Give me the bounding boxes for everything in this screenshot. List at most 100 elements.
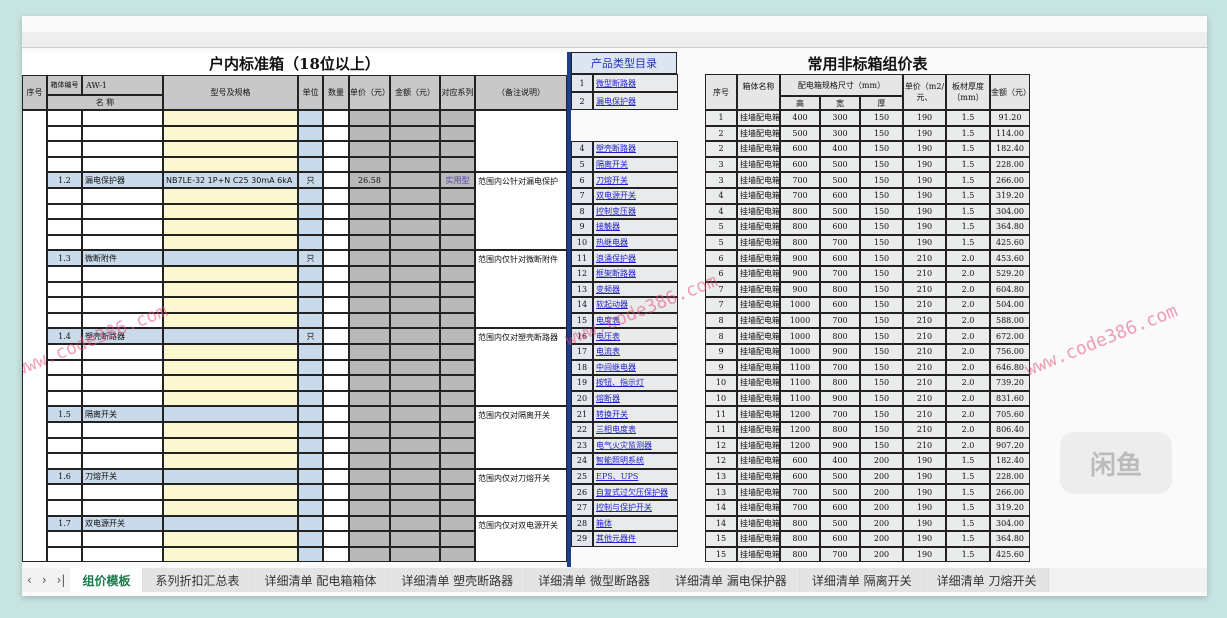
table-cell[interactable] xyxy=(47,531,82,547)
table-cell[interactable] xyxy=(349,484,390,500)
price-cell[interactable]: 1200 xyxy=(780,437,820,454)
table-cell[interactable] xyxy=(47,344,82,360)
section-cell[interactable]: 1.4 xyxy=(47,328,82,344)
catalog-link[interactable]: 微型断路器 xyxy=(593,74,678,92)
price-cell[interactable]: 907.20 xyxy=(990,437,1030,454)
price-cell[interactable]: 400 xyxy=(820,453,860,469)
price-cell[interactable]: 1200 xyxy=(780,406,820,422)
price-cell[interactable]: 800 xyxy=(820,375,860,391)
price-cell[interactable]: 1.5 xyxy=(946,546,990,563)
table-cell[interactable] xyxy=(390,219,440,235)
price-cell[interactable]: 364.80 xyxy=(990,219,1030,235)
table-cell[interactable] xyxy=(390,297,440,313)
sheet-tab[interactable]: 详细清单 配电箱箱体 xyxy=(252,568,390,592)
section-cell[interactable]: 1.2 xyxy=(47,172,82,188)
price-cell[interactable]: 900 xyxy=(820,437,860,454)
table-cell[interactable] xyxy=(82,484,163,500)
table-cell[interactable] xyxy=(298,500,323,516)
table-cell[interactable] xyxy=(390,437,440,454)
section-cell[interactable] xyxy=(163,250,298,266)
price-cell[interactable]: 150 xyxy=(860,297,903,313)
catalog-link[interactable]: 塑壳断路器 xyxy=(593,141,678,157)
section-cell[interactable] xyxy=(163,406,298,422)
price-cell[interactable]: 2.0 xyxy=(946,437,990,454)
price-cell[interactable]: 1.5 xyxy=(946,468,990,485)
section-cell[interactable] xyxy=(390,172,440,188)
section-cell[interactable] xyxy=(163,468,298,485)
price-cell[interactable]: 1200 xyxy=(780,422,820,438)
price-cell[interactable]: 425.60 xyxy=(990,234,1030,251)
section-cell[interactable]: 漏电保护器 xyxy=(82,172,163,188)
table-cell[interactable] xyxy=(349,390,390,407)
table-cell[interactable] xyxy=(390,141,440,157)
table-cell[interactable] xyxy=(298,375,323,391)
table-cell[interactable] xyxy=(47,312,82,329)
price-cell[interactable]: 319.20 xyxy=(990,188,1030,204)
table-cell[interactable] xyxy=(47,203,82,220)
table-cell[interactable] xyxy=(440,156,475,173)
price-cell[interactable]: 5 xyxy=(705,234,737,251)
price-cell[interactable]: 150 xyxy=(860,125,903,142)
box-name-cell[interactable]: 挂墙配电箱 xyxy=(737,406,780,422)
section-cell[interactable] xyxy=(349,250,390,266)
section-cell[interactable]: 实用型 xyxy=(440,172,475,188)
table-cell[interactable] xyxy=(298,437,323,454)
table-cell[interactable] xyxy=(47,281,82,298)
price-cell[interactable]: 9 xyxy=(705,344,737,360)
box-name-cell[interactable]: 挂墙配电箱 xyxy=(737,484,780,500)
box-name-cell[interactable]: 挂墙配电箱 xyxy=(737,422,780,438)
price-cell[interactable]: 266.00 xyxy=(990,172,1030,188)
table-cell[interactable] xyxy=(163,437,298,454)
table-cell[interactable] xyxy=(163,110,298,126)
price-cell[interactable]: 4 xyxy=(705,188,737,204)
box-name-cell[interactable]: 挂墙配电箱 xyxy=(737,125,780,142)
table-cell[interactable] xyxy=(298,297,323,313)
catalog-link[interactable]: 箱体 xyxy=(593,515,678,532)
price-cell[interactable]: 266.00 xyxy=(990,484,1030,500)
price-cell[interactable]: 1.5 xyxy=(946,484,990,500)
table-cell[interactable] xyxy=(323,203,349,220)
section-cell[interactable] xyxy=(298,406,323,422)
table-cell[interactable] xyxy=(47,156,82,173)
table-cell[interactable] xyxy=(390,344,440,360)
table-cell[interactable] xyxy=(298,203,323,220)
table-cell[interactable] xyxy=(298,219,323,235)
table-cell[interactable] xyxy=(323,437,349,454)
table-cell[interactable] xyxy=(349,281,390,298)
table-cell[interactable] xyxy=(82,297,163,313)
price-cell[interactable]: 190 xyxy=(903,188,946,204)
box-name-cell[interactable]: 挂墙配电箱 xyxy=(737,390,780,407)
table-cell[interactable] xyxy=(82,141,163,157)
table-cell[interactable] xyxy=(323,266,349,282)
table-cell[interactable] xyxy=(163,125,298,142)
section-cell[interactable] xyxy=(440,328,475,344)
price-cell[interactable]: 200 xyxy=(860,453,903,469)
table-cell[interactable] xyxy=(298,359,323,376)
table-cell[interactable] xyxy=(440,500,475,516)
price-cell[interactable]: 190 xyxy=(903,546,946,563)
tab-nav-button[interactable]: ‹ xyxy=(27,573,32,587)
table-cell[interactable] xyxy=(82,359,163,376)
price-cell[interactable]: 400 xyxy=(820,141,860,157)
price-cell[interactable]: 1000 xyxy=(780,312,820,329)
price-cell[interactable]: 190 xyxy=(903,453,946,469)
table-cell[interactable] xyxy=(440,188,475,204)
table-cell[interactable] xyxy=(390,281,440,298)
box-name-cell[interactable]: 挂墙配电箱 xyxy=(737,110,780,126)
section-cell[interactable] xyxy=(323,468,349,485)
section-cell[interactable] xyxy=(323,250,349,266)
price-cell[interactable]: 210 xyxy=(903,297,946,313)
price-cell[interactable]: 2.0 xyxy=(946,281,990,298)
table-cell[interactable] xyxy=(323,297,349,313)
table-cell[interactable] xyxy=(47,453,82,469)
table-cell[interactable] xyxy=(163,531,298,547)
table-cell[interactable] xyxy=(440,281,475,298)
price-cell[interactable]: 210 xyxy=(903,344,946,360)
table-cell[interactable] xyxy=(390,234,440,251)
table-cell[interactable] xyxy=(349,500,390,516)
box-name-cell[interactable]: 挂墙配电箱 xyxy=(737,281,780,298)
price-cell[interactable]: 150 xyxy=(860,390,903,407)
box-name-cell[interactable]: 挂墙配电箱 xyxy=(737,453,780,469)
price-cell[interactable]: 756.00 xyxy=(990,344,1030,360)
section-cell[interactable] xyxy=(440,250,475,266)
